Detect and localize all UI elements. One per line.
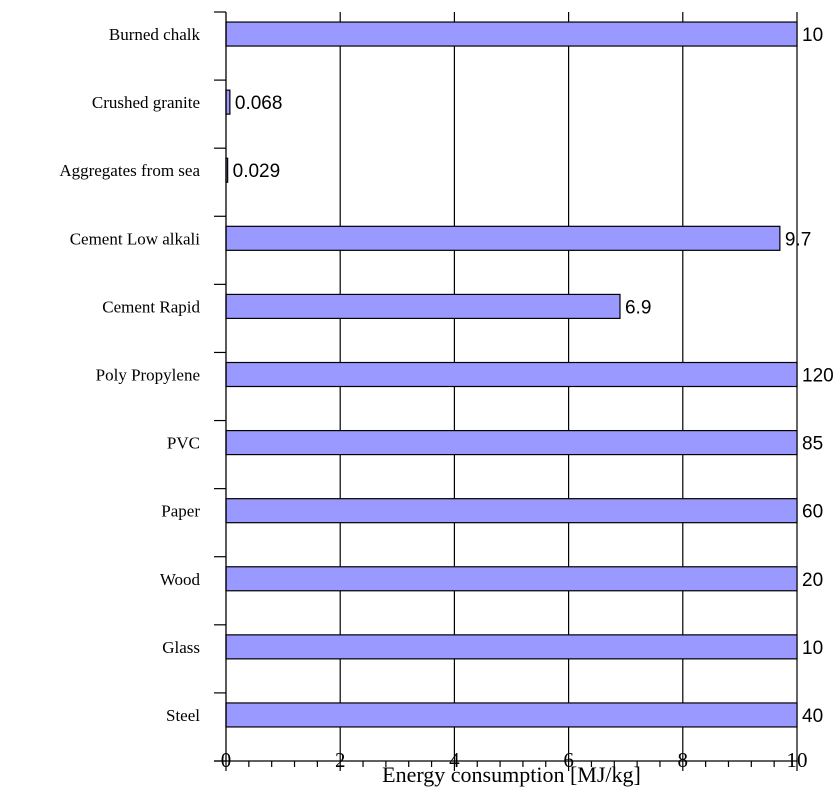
- bar-10: [225, 702, 798, 728]
- data-label-10: 40: [802, 706, 823, 727]
- category-label-2: Aggregates from sea: [59, 161, 200, 180]
- bar-8: [225, 566, 798, 592]
- x-tick-labels: 0 2 4 6 8 10: [221, 748, 808, 772]
- category-label-7: Paper: [161, 502, 200, 521]
- bar-3: [225, 225, 781, 251]
- category-label-6: PVC: [167, 434, 200, 453]
- bar-4: [225, 293, 621, 320]
- category-label-3: Cement Low alkali: [70, 229, 201, 248]
- category-label-5: Poly Propylene: [96, 366, 200, 385]
- x-axis-title: Energy consumption [MJ/kg]: [382, 762, 641, 787]
- bar-9: [225, 634, 798, 660]
- data-label-6: 85: [802, 434, 823, 455]
- x-tick-label-5: 10: [787, 748, 808, 772]
- data-label-0: 10: [802, 25, 823, 46]
- category-labels: Burned chalk Crushed granite Aggregates fr…: [59, 25, 200, 725]
- data-label-7: 60: [802, 502, 823, 523]
- bar-6: [225, 429, 798, 456]
- x-tick-label-0: 0: [221, 748, 232, 772]
- y-axis-ticks: [214, 11, 226, 762]
- x-tick-label-3: 6: [563, 748, 574, 772]
- data-label-4: 6.9: [625, 297, 651, 318]
- category-label-8: Wood: [160, 570, 201, 589]
- data-label-9: 10: [802, 638, 823, 659]
- x-axis-ticks: [225, 761, 798, 771]
- bar-5: [225, 361, 798, 388]
- x-tick-label-1: 2: [335, 748, 346, 772]
- x-tick-label-4: 8: [678, 748, 689, 772]
- data-label-1: 0.068: [235, 93, 283, 114]
- bars: [225, 21, 798, 728]
- data-labels: 10 0.068 0.029 9.7 6.9 120 85 60 20 10 40: [233, 25, 834, 727]
- category-label-9: Glass: [162, 638, 200, 657]
- category-label-4: Cement Rapid: [102, 297, 200, 316]
- category-label-0: Burned chalk: [109, 25, 201, 44]
- data-label-8: 20: [802, 570, 823, 591]
- x-tick-label-2: 4: [449, 748, 460, 772]
- bar-0: [225, 21, 798, 47]
- category-label-10: Steel: [166, 706, 200, 725]
- bar-7: [225, 498, 798, 524]
- data-label-5: 120: [802, 366, 834, 387]
- axes: [214, 12, 797, 762]
- category-label-1: Crushed granite: [92, 93, 200, 112]
- data-label-3: 9.7: [785, 229, 811, 250]
- data-label-2: 0.029: [233, 161, 281, 182]
